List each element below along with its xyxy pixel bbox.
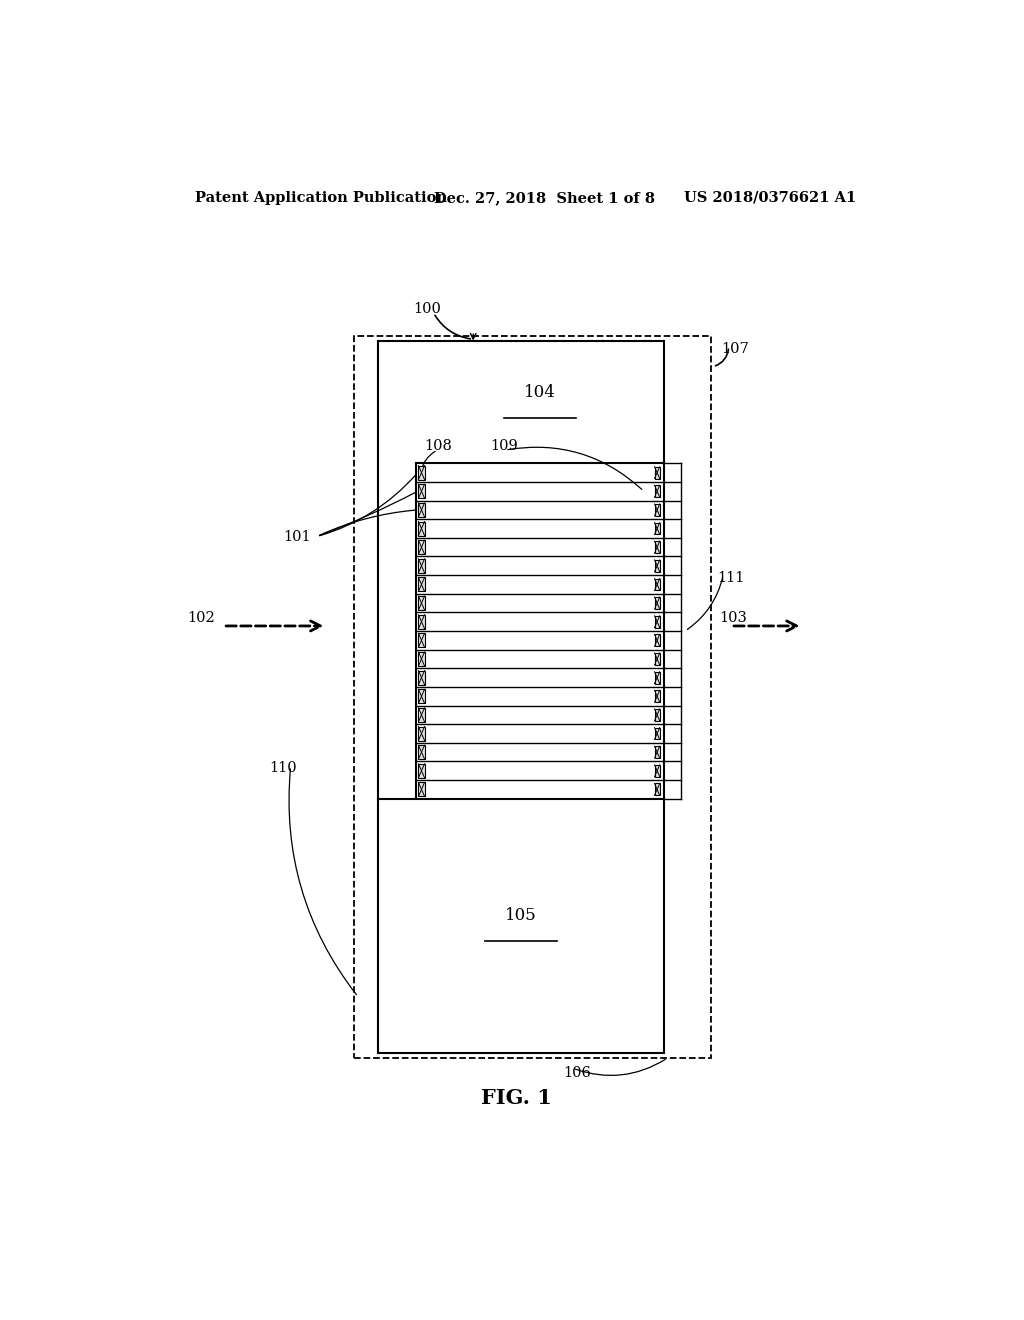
Bar (654, 635, 659, 647)
Bar (419, 615, 425, 628)
Bar (654, 504, 659, 516)
Bar (654, 560, 659, 572)
Bar (419, 503, 425, 517)
Bar (654, 672, 659, 684)
Bar (654, 578, 659, 590)
Bar (419, 746, 425, 759)
Bar (419, 466, 425, 479)
Bar (419, 652, 425, 667)
Text: 100: 100 (414, 302, 441, 315)
Bar (419, 764, 425, 777)
Bar (354, 337, 712, 1057)
Bar (419, 597, 425, 610)
Text: FIG. 1: FIG. 1 (481, 1089, 552, 1109)
Bar (654, 467, 659, 479)
Bar (654, 615, 659, 627)
Bar (654, 746, 659, 758)
Bar (654, 486, 659, 498)
Text: Patent Application Publication: Patent Application Publication (196, 191, 447, 205)
Text: Dec. 27, 2018  Sheet 1 of 8: Dec. 27, 2018 Sheet 1 of 8 (433, 191, 654, 205)
Bar (419, 558, 425, 573)
Bar (654, 690, 659, 702)
Bar (654, 784, 659, 796)
Text: 110: 110 (269, 762, 297, 775)
Bar (419, 484, 425, 498)
Text: 103: 103 (719, 611, 748, 624)
Bar (654, 709, 659, 721)
Bar (654, 541, 659, 553)
Text: 101: 101 (283, 529, 310, 544)
Bar (654, 523, 659, 535)
Bar (419, 726, 425, 741)
Text: 111: 111 (718, 572, 745, 585)
Bar (419, 783, 425, 796)
Bar (419, 540, 425, 554)
Bar (654, 764, 659, 776)
Bar (419, 577, 425, 591)
Text: 109: 109 (489, 440, 517, 453)
Bar (654, 727, 659, 739)
Text: 107: 107 (722, 342, 750, 356)
Text: 102: 102 (187, 611, 215, 624)
Text: 105: 105 (505, 907, 537, 924)
Bar (654, 597, 659, 609)
Text: 104: 104 (524, 384, 556, 401)
Bar (419, 671, 425, 685)
Bar (378, 342, 664, 1053)
Bar (419, 708, 425, 722)
Bar (419, 521, 425, 536)
Bar (654, 653, 659, 665)
Text: 108: 108 (424, 440, 452, 453)
Bar (419, 689, 425, 704)
Bar (419, 634, 425, 647)
Text: US 2018/0376621 A1: US 2018/0376621 A1 (684, 191, 856, 205)
Text: 106: 106 (563, 1067, 591, 1080)
